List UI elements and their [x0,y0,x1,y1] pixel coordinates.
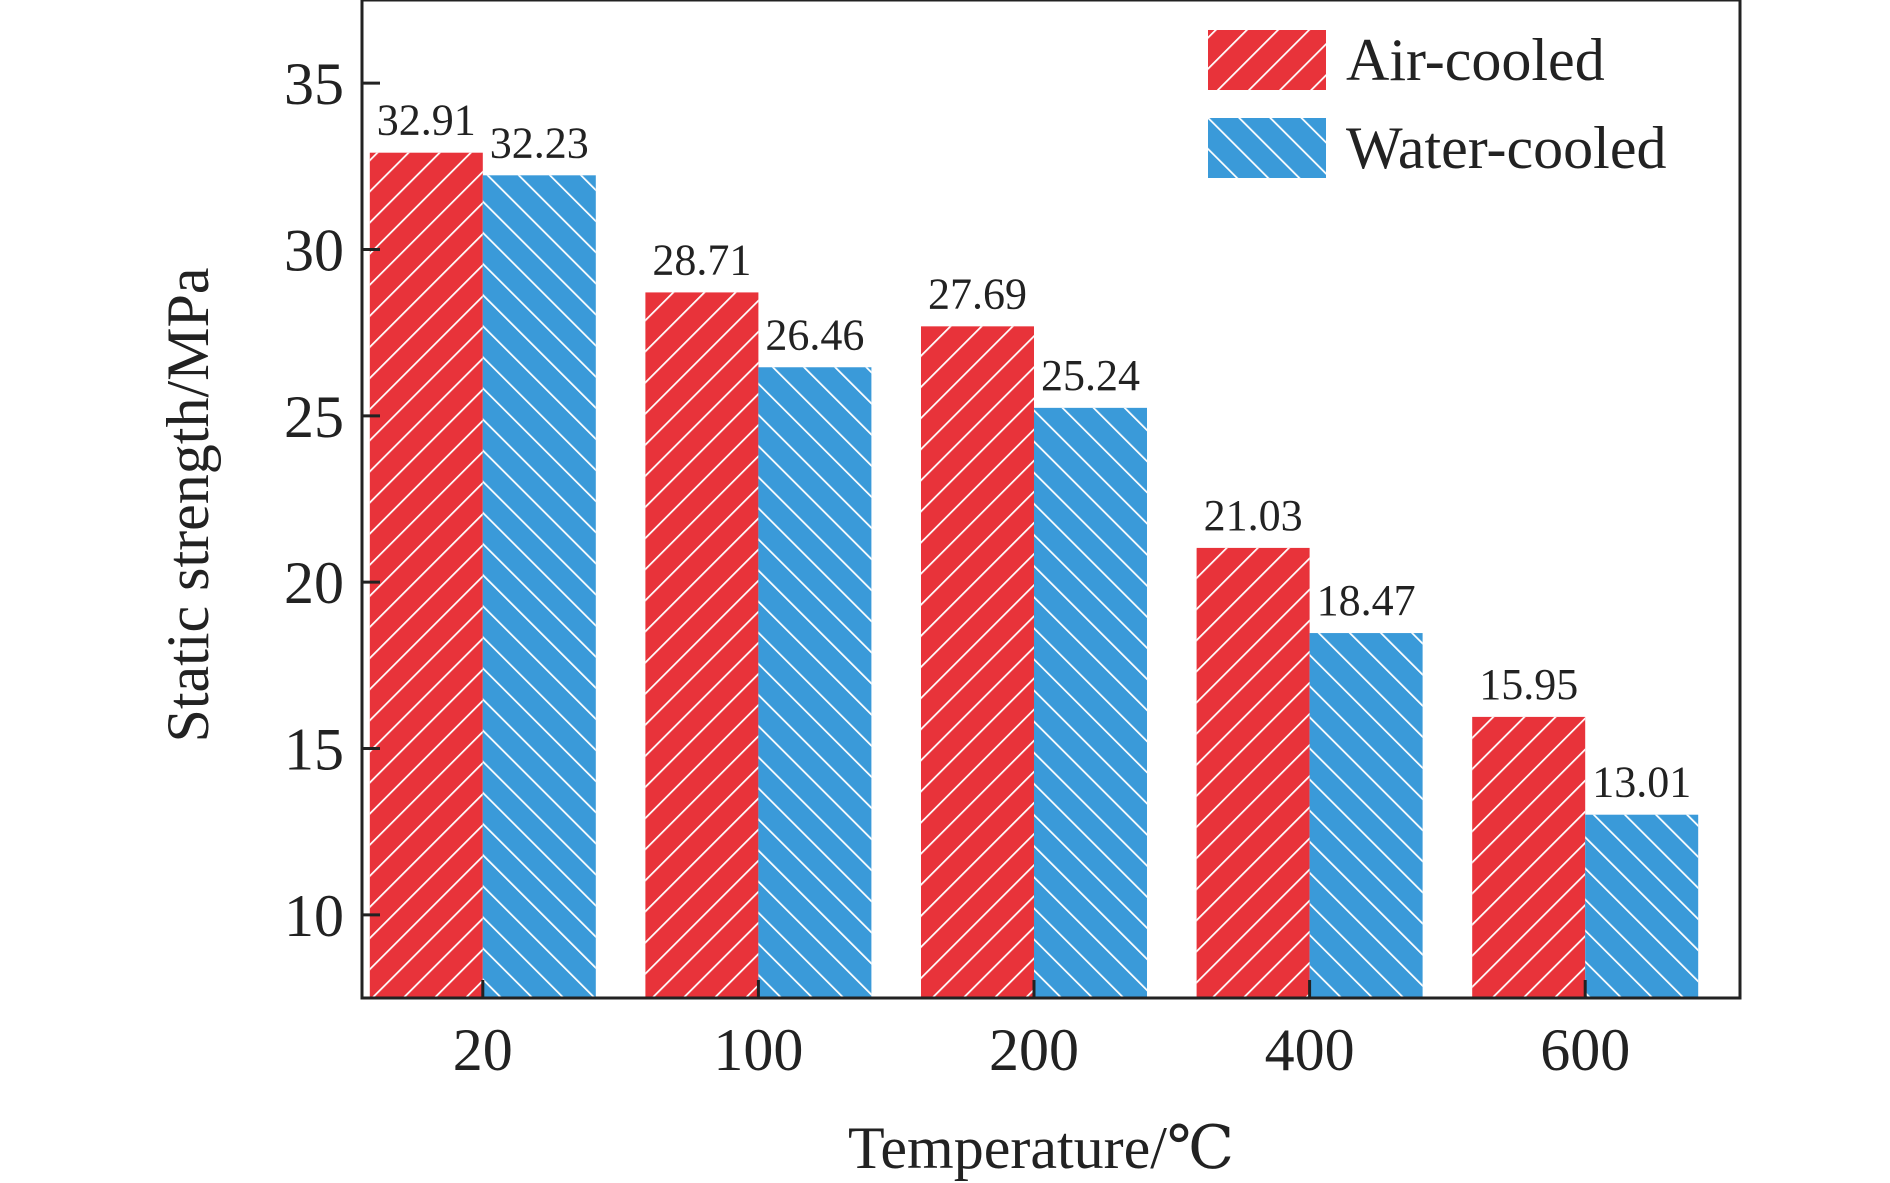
bar-hatch [645,292,759,998]
y-axis: 10 15 20 25 30 35 [284,51,380,949]
x-tick-label: 400 [1265,1017,1355,1083]
value-labels-layer: 32.91 32.23 28.71 26.46 27.69 25.24 21.03 18.47… [377,96,1691,807]
y-tick-label: 10 [284,883,344,949]
bar-hatch [1472,716,1586,998]
bar-air-cooled-600 [1472,716,1586,998]
bar-air-cooled-20 [369,152,483,999]
legend-label: Water-cooled [1346,115,1666,181]
bar-water-cooled-200 [1034,407,1147,998]
x-tick-label: 20 [453,1017,513,1083]
legend-swatch-hatch [1208,118,1326,178]
bar-hatch [1309,633,1423,998]
bar-hatch [1585,814,1699,998]
legend-swatch-hatch [1208,30,1326,90]
bar-hatch [1034,407,1147,998]
bar-hatch [758,367,872,998]
bar-hatch [482,175,596,999]
bars-layer [369,152,1699,999]
legend-item-air-cooled: Air-cooled [1208,27,1605,93]
bar-water-cooled-400 [1309,633,1423,998]
legend-label: Air-cooled [1346,27,1605,93]
bar-value-label: 18.47 [1317,576,1416,625]
x-tick-label: 100 [713,1017,803,1083]
x-tick-label: 200 [989,1017,1079,1083]
x-axis: 20 100 200 400 600 [453,980,1630,1083]
x-tick-label: 600 [1540,1017,1630,1083]
bar-water-cooled-100 [758,367,872,998]
y-tick-label: 15 [284,717,344,783]
y-axis-title: Static strength/MPa [155,268,221,743]
bar-value-label: 21.03 [1204,491,1303,540]
bar-value-label: 25.24 [1041,351,1140,400]
y-tick-label: 20 [284,550,344,616]
bar-value-label: 26.46 [765,310,864,359]
bar-air-cooled-100 [645,292,759,998]
bar-value-label: 13.01 [1592,758,1691,807]
bar-value-label: 15.95 [1479,660,1578,709]
y-tick-label: 25 [284,384,344,450]
bar-air-cooled-400 [1196,547,1310,998]
bar-air-cooled-200 [921,326,1034,998]
bar-value-label: 32.91 [377,96,476,145]
legend: Air-cooled Water-cooled [1208,27,1666,181]
plot-frame [360,0,1742,1000]
y-tick-label: 35 [284,51,344,117]
x-axis-title: Temperature/℃ [848,1115,1234,1181]
bar-value-label: 28.71 [652,235,751,284]
bar-value-label: 32.23 [490,118,589,167]
y-tick-label: 30 [284,218,344,284]
bar-value-label: 27.69 [928,269,1027,318]
bar-hatch [921,326,1034,998]
bar-water-cooled-20 [482,175,596,999]
legend-item-water-cooled: Water-cooled [1208,115,1666,181]
bar-hatch [369,152,483,999]
bar-water-cooled-600 [1585,814,1699,998]
bar-hatch [1196,547,1310,998]
